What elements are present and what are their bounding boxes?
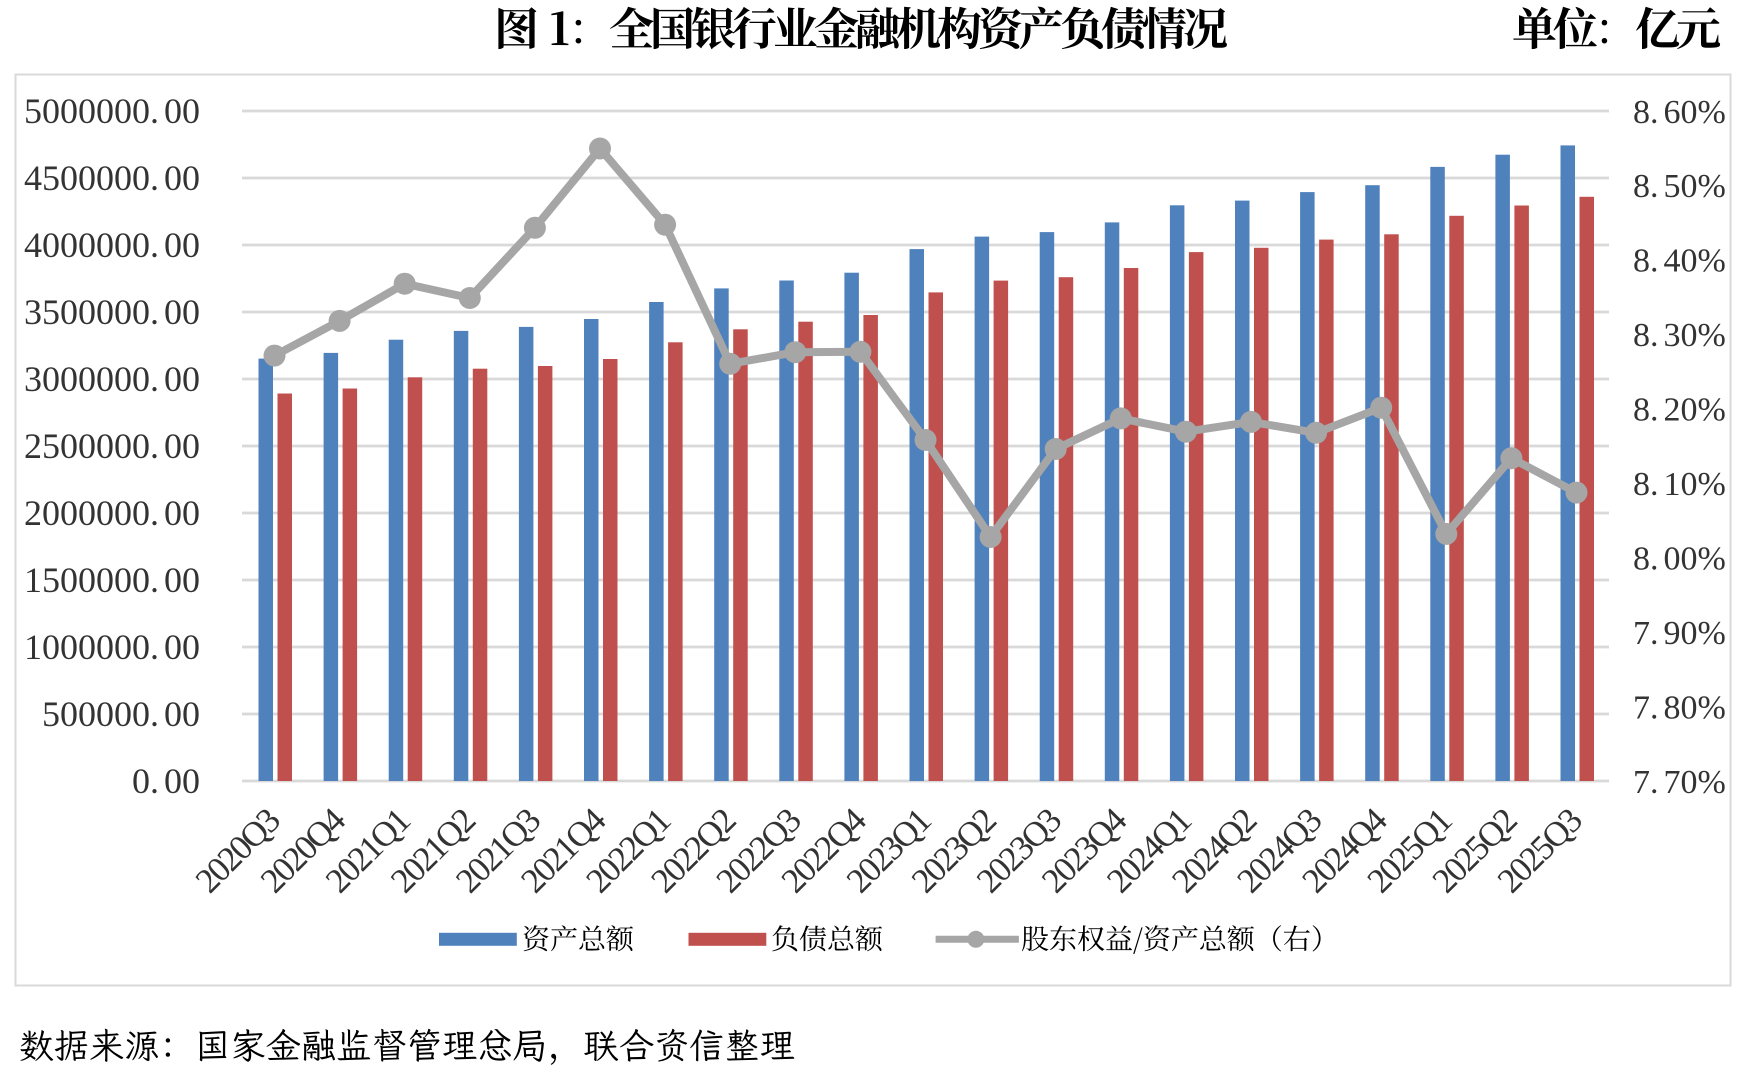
svg-text:500000.00: 500000. 00	[42, 694, 200, 734]
svg-text:8.60%: 8. 60%	[1633, 94, 1726, 131]
svg-text:2500000.00: 2500000. 00	[24, 426, 200, 466]
svg-text:8.40%: 8. 40%	[1633, 243, 1726, 280]
svg-text:1500000.00: 1500000. 00	[24, 560, 200, 600]
svg-text:8.20%: 8. 20%	[1633, 392, 1726, 429]
svg-text:8.30%: 8. 30%	[1633, 317, 1726, 354]
svg-text:3000000.00: 3000000. 00	[24, 359, 200, 399]
svg-text:7.70%: 7. 70%	[1633, 764, 1726, 801]
svg-text:7.90%: 7. 90%	[1633, 615, 1726, 652]
svg-text:3500000.00: 3500000. 00	[24, 292, 200, 332]
svg-text:8.00%: 8. 00%	[1633, 541, 1726, 578]
svg-text:0.00: 0. 00	[132, 761, 200, 801]
svg-text:4000000.00: 4000000. 00	[24, 225, 200, 265]
svg-text:2000000.00: 2000000. 00	[24, 493, 200, 533]
svg-text:8.10%: 8. 10%	[1633, 466, 1726, 503]
svg-text:7.80%: 7. 80%	[1633, 689, 1726, 726]
svg-text:1000000.00: 1000000. 00	[24, 627, 200, 667]
svg-text:8.50%: 8. 50%	[1633, 168, 1726, 205]
svg-text:4500000.00: 4500000. 00	[24, 158, 200, 198]
svg-text:5000000.00: 5000000. 00	[24, 91, 200, 131]
